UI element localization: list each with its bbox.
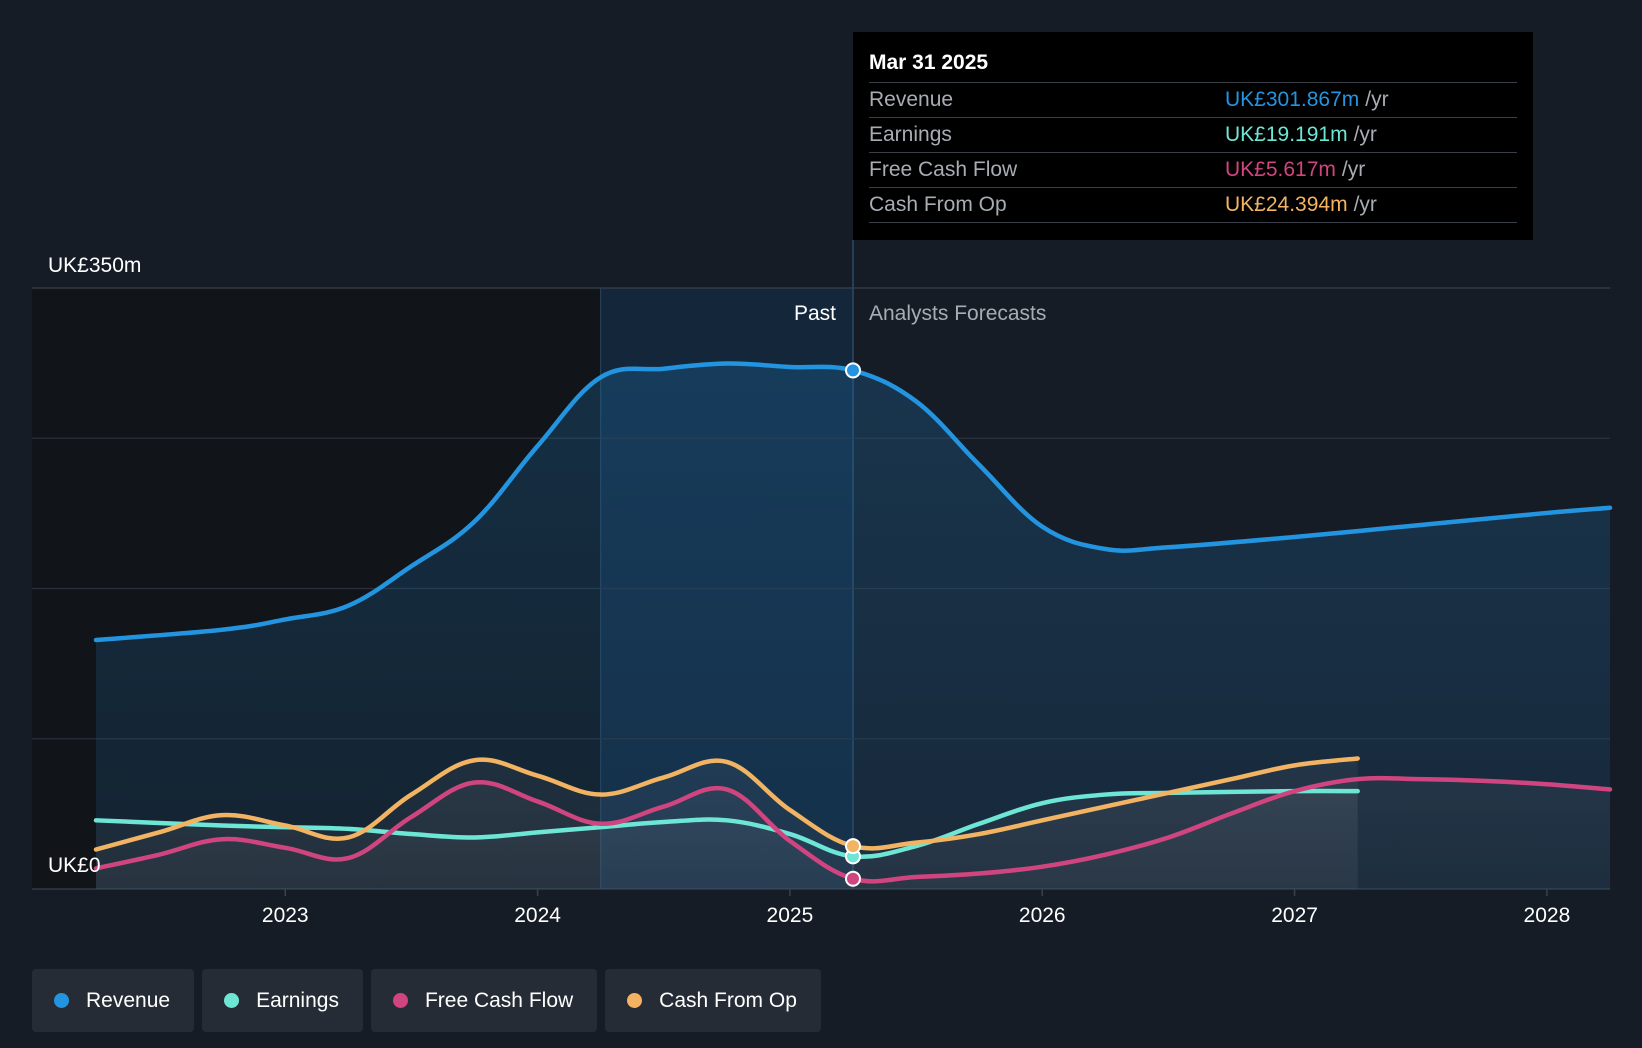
legend: Revenue Earnings Free Cash Flow Cash From O… xyxy=(32,969,821,1032)
tooltip-row-value: UK£19.191m xyxy=(1225,123,1348,146)
y-axis-bottom-label: UK£0 xyxy=(48,854,101,877)
tooltip-row: Free Cash Flow UK£5.617m/yr xyxy=(869,152,1517,187)
tooltip-row: Revenue UK£301.867m/yr xyxy=(869,82,1517,117)
legend-dot-icon xyxy=(627,993,643,1008)
revenue-line xyxy=(93,361,1613,643)
past-label: Past xyxy=(794,302,836,325)
tooltip-row-label: Revenue xyxy=(869,88,954,111)
legend-dot-icon xyxy=(224,993,240,1008)
cash_from_op-area xyxy=(96,758,1358,889)
tooltip-row-value: UK£24.394m xyxy=(1225,193,1348,216)
free_cash_flow-marker xyxy=(845,870,861,887)
y-axis-top-label: UK£350m xyxy=(48,254,141,277)
legend-label: Earnings xyxy=(256,988,339,1012)
tooltip-panel: Mar 31 2025 Revenue UK£301.867m/yr Earning… xyxy=(853,32,1533,240)
x-tick-label: 2025 xyxy=(767,904,814,927)
legend-item[interactable]: Revenue xyxy=(32,969,195,1032)
x-axis-ticks: 2023 2024 2025 2026 2027 2028 xyxy=(262,889,1570,927)
free_cash_flow-line xyxy=(93,775,1613,884)
tooltip-row: Earnings UK£19.191m/yr xyxy=(869,117,1517,152)
earnings-line xyxy=(93,788,1360,860)
tooltip-row-label: Free Cash Flow xyxy=(869,158,1018,181)
forecast-label: Analysts Forecasts xyxy=(869,302,1046,325)
cash_from_op-line xyxy=(93,756,1360,852)
x-tick-label: 2028 xyxy=(1524,904,1571,927)
x-tick-label: 2024 xyxy=(514,904,561,927)
tooltip-row-value: UK£5.617m xyxy=(1225,158,1336,181)
legend-item[interactable]: Free Cash Flow xyxy=(370,969,598,1032)
legend-label: Cash From Op xyxy=(659,988,797,1012)
legend-dot-icon xyxy=(54,993,69,1008)
legend-label: Free Cash Flow xyxy=(424,988,574,1012)
tooltip-row-unit: /yr xyxy=(1365,88,1389,111)
legend-label: Revenue xyxy=(86,988,171,1012)
tooltip-date: Mar 31 2025 xyxy=(869,51,989,74)
revenue-marker xyxy=(845,362,861,379)
tooltip-row-value: UK£301.867m xyxy=(1225,88,1360,111)
axis-labels: UK£350m UK£0 Past Analysts Forecasts xyxy=(48,254,1046,877)
tooltip-row-label: Cash From Op xyxy=(869,193,1007,216)
legend-item[interactable]: Cash From Op xyxy=(605,969,821,1032)
legend-item[interactable]: Earnings xyxy=(202,969,363,1032)
hover-markers xyxy=(845,362,861,887)
area-fills xyxy=(96,363,1610,889)
x-tick-label: 2027 xyxy=(1271,904,1318,927)
tooltip-row: Cash From Op UK£24.394m/yr xyxy=(869,187,1517,223)
x-tick-label: 2023 xyxy=(262,904,309,927)
tooltip-row-unit: /yr xyxy=(1341,158,1366,181)
tooltip-row-label: Earnings xyxy=(869,123,952,146)
revenue-area xyxy=(96,363,1610,889)
x-tick-label: 2026 xyxy=(1019,904,1066,927)
series-lines xyxy=(93,361,1613,884)
tooltip-row-unit: /yr xyxy=(1353,123,1377,146)
legend-dot-icon xyxy=(392,993,408,1008)
cash_from_op-marker xyxy=(845,838,861,855)
tooltip-row-unit: /yr xyxy=(1353,193,1377,216)
